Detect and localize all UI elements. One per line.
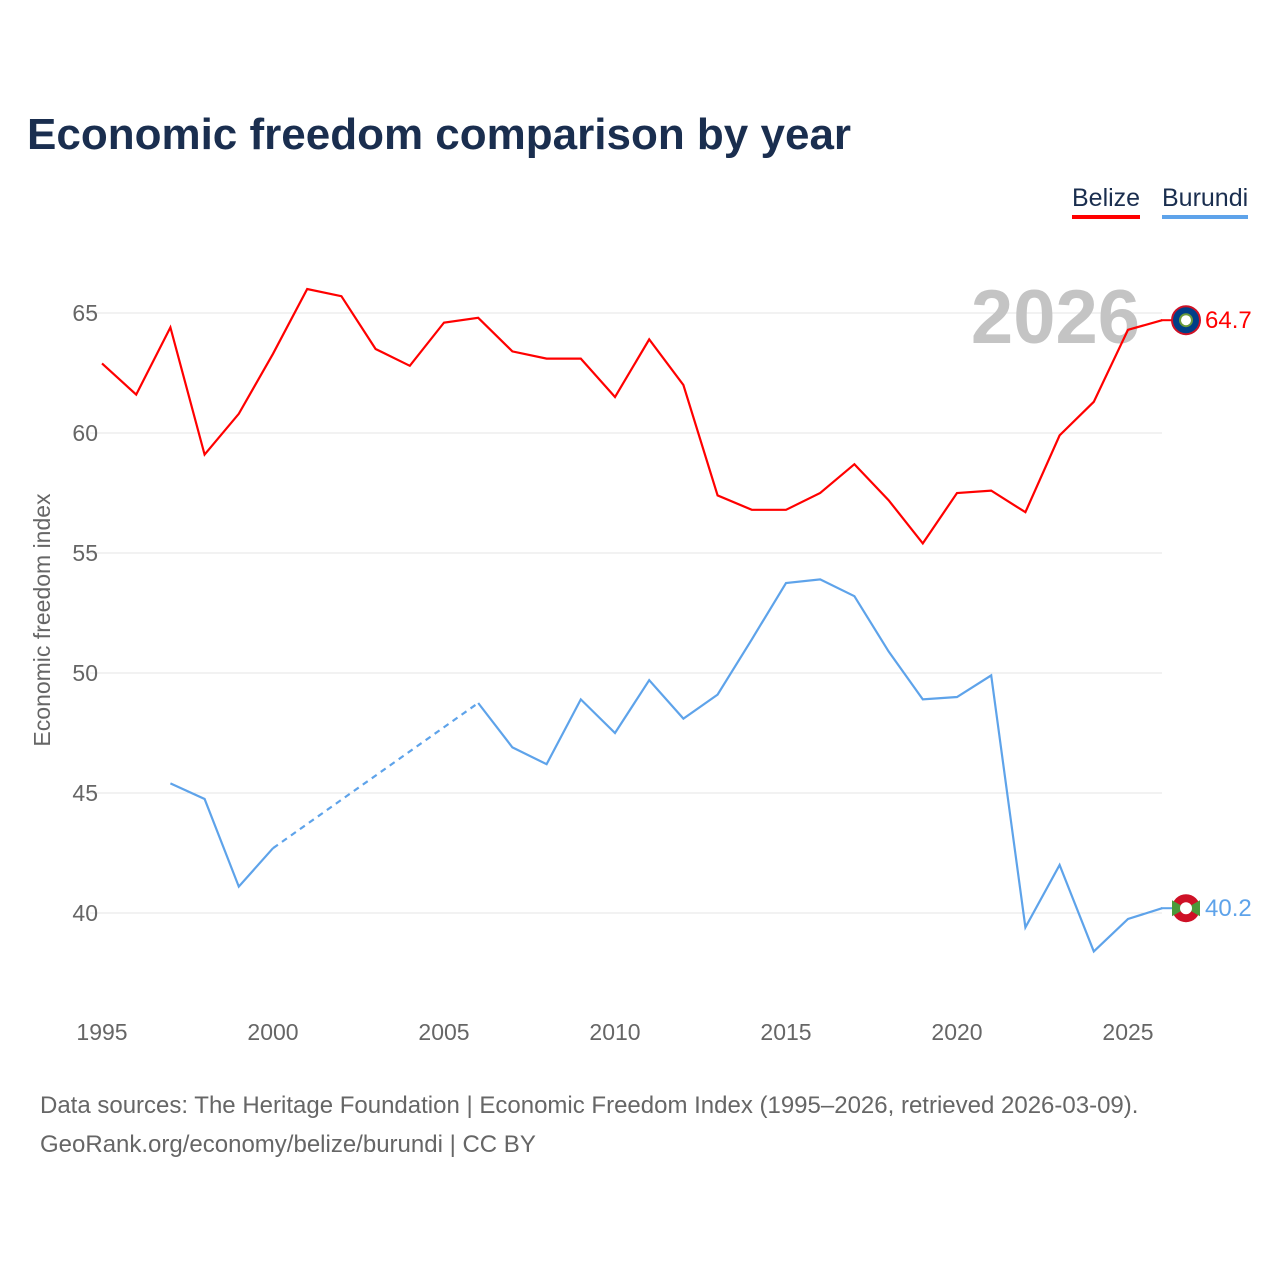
- data-point: [338, 293, 344, 299]
- y-axis-label: Economic freedom index: [29, 493, 55, 747]
- data-point: [817, 576, 823, 582]
- data-point: [1125, 916, 1131, 922]
- data-point: [612, 394, 618, 400]
- year-watermark: 2026: [971, 275, 1140, 360]
- data-point: [475, 700, 481, 706]
- data-point: [886, 497, 892, 503]
- x-tick-label: 1995: [76, 1019, 127, 1045]
- belize-flag-emblem: [1179, 313, 1193, 328]
- data-point: [509, 744, 515, 750]
- data-point: [988, 672, 994, 678]
- end-value-label: 40.2: [1205, 895, 1252, 922]
- data-point: [954, 490, 960, 496]
- data-point: [783, 580, 789, 586]
- data-point: [988, 488, 994, 494]
- data-point: [851, 461, 857, 467]
- data-point: [749, 636, 755, 642]
- data-point: [1057, 862, 1063, 868]
- data-point: [578, 696, 584, 702]
- data-point: [270, 351, 276, 357]
- data-point: [1022, 509, 1028, 515]
- data-point: [544, 761, 550, 767]
- data-point: [236, 884, 242, 890]
- data-point: [749, 507, 755, 513]
- data-point: [851, 593, 857, 599]
- legend-burundi[interactable]: Burundi: [1162, 184, 1249, 219]
- data-point: [715, 492, 721, 498]
- end-value-label: 64.7: [1205, 307, 1252, 334]
- data-point: [783, 507, 789, 513]
- data-point: [544, 356, 550, 362]
- source-line-2: GeoRank.org/economy/belize/burundi | CC …: [40, 1131, 536, 1158]
- data-point: [578, 356, 584, 362]
- x-tick-label: 2005: [418, 1019, 469, 1045]
- data-point: [680, 716, 686, 722]
- data-point: [1125, 327, 1131, 333]
- y-tick-label: 50: [72, 660, 98, 686]
- data-point: [1091, 399, 1097, 405]
- data-point: [1057, 432, 1063, 438]
- x-tick-label: 2025: [1102, 1019, 1153, 1045]
- data-point: [407, 363, 413, 369]
- data-point: [441, 320, 447, 326]
- series-line-burundi: [169, 782, 274, 889]
- data-point: [715, 692, 721, 698]
- data-point: [920, 540, 926, 546]
- y-tick-label: 60: [72, 420, 98, 446]
- series-line-belize: [101, 287, 1163, 546]
- data-point: [920, 696, 926, 702]
- data-point: [99, 360, 105, 366]
- data-point: [202, 452, 208, 458]
- data-point: [475, 315, 481, 321]
- data-point: [167, 780, 173, 786]
- burundi-flag-disc: [1180, 902, 1192, 915]
- data-point: [680, 382, 686, 388]
- data-point: [133, 392, 139, 398]
- x-tick-label: 2020: [931, 1019, 982, 1045]
- x-tick-label: 2015: [760, 1019, 811, 1045]
- y-tick-label: 65: [72, 300, 98, 326]
- data-point: [612, 730, 618, 736]
- series-gap-dashed: [272, 702, 479, 850]
- data-point: [646, 677, 652, 683]
- data-point: [954, 694, 960, 700]
- data-point: [270, 845, 276, 851]
- series-line-burundi: [477, 578, 1163, 954]
- data-point: [1091, 948, 1097, 954]
- x-tick-label: 2010: [589, 1019, 640, 1045]
- data-point: [167, 324, 173, 330]
- data-point: [886, 648, 892, 654]
- data-point: [236, 411, 242, 417]
- source-line-1: Data sources: The Heritage Foundation | …: [40, 1092, 1139, 1119]
- data-point: [373, 346, 379, 352]
- y-tick-label: 40: [72, 900, 98, 926]
- legend-belize[interactable]: Belize: [1072, 184, 1141, 219]
- data-point: [1022, 924, 1028, 930]
- y-tick-label: 55: [72, 540, 98, 566]
- data-point: [646, 336, 652, 342]
- source-note: Data sources: The Heritage Foundation | …: [40, 1086, 1138, 1164]
- data-point: [304, 286, 310, 292]
- x-tick-label: 2000: [247, 1019, 298, 1045]
- data-point: [509, 348, 515, 354]
- chart-title: Economic freedom comparison by year: [27, 110, 852, 159]
- y-tick-label: 45: [72, 780, 98, 806]
- data-point: [817, 490, 823, 496]
- data-point: [202, 796, 208, 802]
